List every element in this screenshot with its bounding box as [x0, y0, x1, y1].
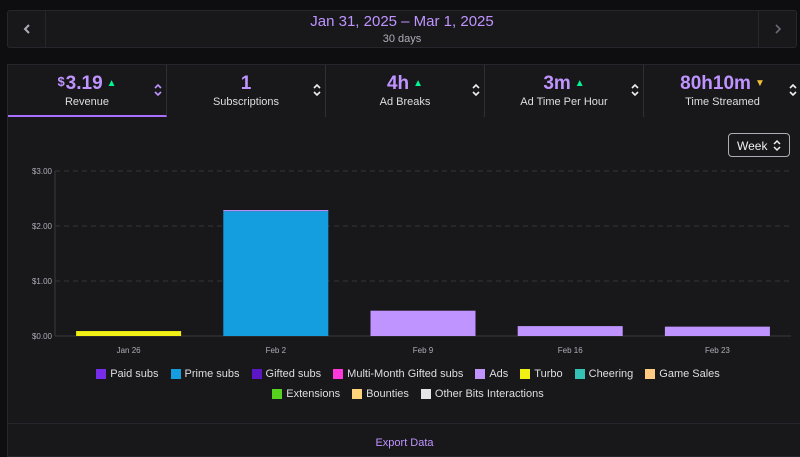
- y-tick-label: $1.00: [32, 277, 53, 286]
- export-bar: Export Data: [8, 423, 800, 457]
- bar-segment: [517, 326, 623, 336]
- legend-label: Bounties: [366, 388, 409, 400]
- interval-select-value: Week: [737, 139, 768, 153]
- tab-subscriptions[interactable]: 1 Subscriptions: [167, 65, 326, 117]
- ad-breaks-value: 4h: [386, 73, 410, 94]
- sort-icon[interactable]: [631, 83, 639, 97]
- legend-swatch: [475, 369, 486, 379]
- legend-item[interactable]: Multi-Month Gifted subs: [333, 368, 463, 380]
- next-period-button[interactable]: [758, 11, 796, 47]
- time-streamed-label: Time Streamed: [685, 96, 760, 108]
- legend-swatch: [251, 369, 262, 379]
- legend-item[interactable]: Extensions: [272, 388, 340, 400]
- interval-select[interactable]: Week: [728, 133, 790, 157]
- tab-ad-time-per-hour[interactable]: 3m ▲ Ad Time Per Hour: [485, 65, 644, 117]
- legend-swatch: [574, 369, 585, 379]
- trend-up-icon: ▲: [106, 78, 117, 89]
- legend-swatch: [520, 369, 531, 379]
- x-tick-label: Feb 9: [413, 346, 434, 355]
- y-tick-label: $2.00: [32, 222, 53, 231]
- export-data-button[interactable]: Export Data: [375, 437, 434, 449]
- legend-swatch: [333, 369, 344, 379]
- chart-legend: Paid subs Prime subs Gifted subs Multi-Mont…: [58, 368, 758, 400]
- legend-swatch: [420, 389, 431, 399]
- chevron-right-icon: [774, 24, 781, 34]
- legend-label: Extensions: [286, 388, 341, 400]
- legend-swatch: [96, 369, 107, 379]
- trend-up-icon: ▲: [574, 78, 585, 89]
- x-tick-label: Jan 26: [117, 346, 142, 355]
- date-range-title[interactable]: Jan 31, 2025 – Mar 1, 2025: [310, 13, 494, 30]
- revenue-chart-svg: $0.00 $1.00 $2.00 $3.00 Jan 26 Feb 2 Feb 9 Feb …: [32, 167, 791, 355]
- legend-label: Game Sales: [659, 368, 720, 380]
- ad-time-label: Ad Time Per Hour: [520, 96, 608, 108]
- legend-item[interactable]: Ads: [475, 368, 508, 380]
- legend-item[interactable]: Gifted subs: [251, 368, 322, 380]
- legend-item[interactable]: Game Sales: [645, 368, 720, 380]
- legend-label: Turbo: [534, 368, 563, 380]
- x-tick-label: Feb 2: [266, 346, 287, 355]
- previous-period-button[interactable]: [8, 11, 46, 47]
- bar-segment: [223, 211, 329, 336]
- bar-segment: [76, 331, 182, 336]
- legend-label: Prime subs: [184, 368, 240, 380]
- legend-swatch: [352, 389, 363, 399]
- legend-item[interactable]: Paid subs: [96, 368, 159, 380]
- y-tick-label: $0.00: [32, 332, 53, 341]
- time-streamed-value: 80h10m: [680, 73, 751, 94]
- legend-label: Multi-Month Gifted subs: [347, 368, 464, 380]
- x-tick-label: Feb 23: [705, 346, 730, 355]
- legend-label: Gifted subs: [265, 368, 322, 380]
- legend-swatch: [272, 389, 283, 399]
- tab-revenue[interactable]: $3.19 ▲ Revenue: [8, 65, 167, 117]
- sort-icon[interactable]: [313, 83, 321, 97]
- trend-down-icon: ▼: [754, 78, 765, 89]
- legend-swatch: [170, 369, 181, 379]
- legend-label: Ads: [489, 368, 509, 380]
- legend-item[interactable]: Cheering: [574, 368, 634, 380]
- ad-time-value: 3m: [543, 73, 571, 94]
- legend-item[interactable]: Other Bits Interactions: [420, 388, 544, 400]
- legend-item[interactable]: Prime subs: [170, 368, 240, 380]
- analytics-panel: $3.19 ▲ Revenue 1 Subscriptions 4h ▲ Ad Br…: [7, 64, 800, 457]
- sort-icon[interactable]: [789, 83, 797, 97]
- chevron-left-icon: [23, 24, 30, 34]
- metric-tabs: $3.19 ▲ Revenue 1 Subscriptions 4h ▲ Ad Br…: [8, 65, 800, 117]
- x-tick-label: Feb 16: [558, 346, 583, 355]
- legend-item[interactable]: Turbo: [520, 368, 563, 380]
- trend-up-icon: ▲: [413, 78, 424, 89]
- revenue-label: Revenue: [64, 96, 110, 108]
- revenue-value: 3.19: [65, 73, 103, 94]
- tab-time-streamed[interactable]: 80h10m ▼ Time Streamed: [644, 65, 800, 117]
- subscriptions-label: Subscriptions: [212, 96, 280, 108]
- legend-label: Paid subs: [110, 368, 159, 380]
- sort-icon[interactable]: [154, 83, 162, 97]
- revenue-currency: $: [57, 74, 65, 89]
- bar-segment: [370, 310, 476, 336]
- date-range-selector: Jan 31, 2025 – Mar 1, 2025 30 days: [7, 10, 797, 48]
- legend-swatch: [645, 369, 656, 379]
- y-tick-label: $3.00: [32, 167, 53, 176]
- tab-ad-breaks[interactable]: 4h ▲ Ad Breaks: [326, 65, 485, 117]
- ad-breaks-label: Ad Breaks: [379, 96, 431, 108]
- bar-segment: [223, 210, 329, 212]
- select-arrows-icon: [773, 139, 781, 152]
- legend-label: Cheering: [588, 368, 634, 380]
- legend-item[interactable]: Bounties: [352, 388, 409, 400]
- legend-label: Other Bits Interactions: [434, 388, 544, 400]
- subscriptions-value: 1: [240, 73, 252, 94]
- bar-segment: [664, 326, 770, 336]
- sort-icon[interactable]: [472, 83, 480, 97]
- revenue-chart: $0.00 $1.00 $2.00 $3.00 Jan 26 Feb 2 Feb 9 Feb …: [8, 165, 800, 415]
- date-range-duration: 30 days: [382, 33, 422, 45]
